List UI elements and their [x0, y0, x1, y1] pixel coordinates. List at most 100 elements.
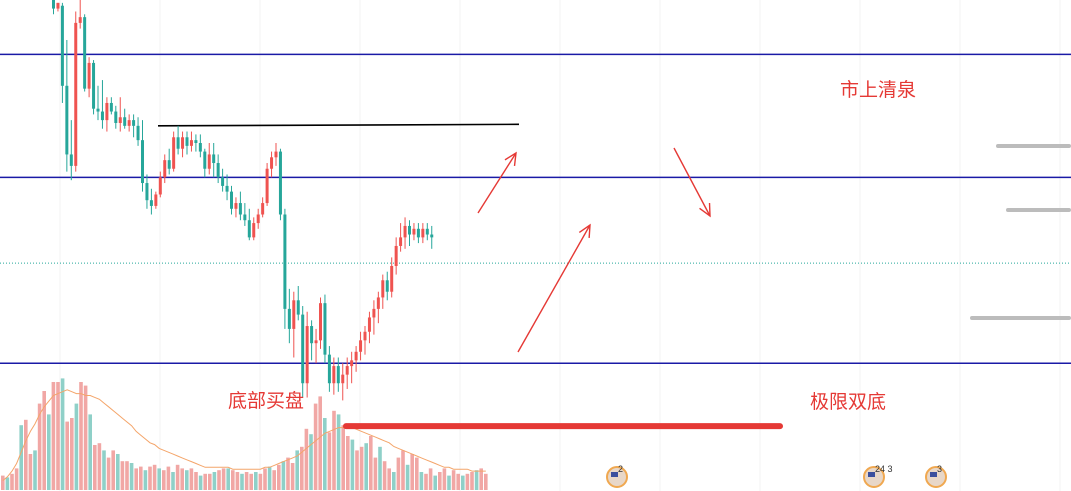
volume-bar [93, 445, 97, 490]
candle-body [403, 225, 407, 238]
volume-bar [79, 382, 83, 490]
flag-canton [868, 472, 875, 477]
volume-bar [24, 419, 28, 490]
candle-body [367, 317, 371, 332]
candle-body [83, 17, 87, 89]
candle-body [376, 297, 380, 309]
volume-bar [217, 470, 221, 490]
volume-bar [277, 464, 281, 490]
volume-bar [465, 473, 470, 490]
volume-bar [240, 473, 244, 490]
candle-body [176, 137, 180, 149]
volume-bar [313, 403, 318, 490]
candle-body [408, 225, 411, 235]
candle-body [385, 280, 389, 292]
candle-body [354, 351, 358, 361]
candle-body [203, 151, 207, 169]
arrow-shaft [517, 224, 591, 353]
volume-bar [346, 436, 350, 490]
volume-bar [120, 461, 125, 490]
candle-body [172, 137, 176, 169]
volume-bar [433, 475, 437, 490]
candlesticks [52, 0, 434, 401]
arrow-shaft [477, 152, 517, 214]
candle-body [332, 366, 336, 384]
candle-body [69, 154, 73, 166]
candle-body [283, 214, 287, 309]
candle-body [181, 137, 185, 149]
arrow-head [578, 223, 591, 239]
candle-body [274, 151, 278, 158]
volume-ma-line [2, 389, 486, 481]
candle-body [394, 245, 398, 266]
annotation-bottom-left: 底部买盘 [228, 390, 304, 412]
event-badge: 2 [606, 464, 628, 488]
volume-bar [451, 470, 456, 490]
volume-bar [208, 473, 212, 490]
candle-body [198, 143, 202, 152]
volume-bar [221, 468, 226, 490]
candle-body [327, 354, 331, 384]
candle-body [287, 308, 291, 329]
candle-body [212, 154, 216, 164]
volume-bar [47, 414, 51, 490]
volume-bar [327, 432, 332, 490]
volume-bar [198, 475, 203, 490]
volume-bar [350, 439, 355, 490]
volume-bar [470, 472, 474, 490]
volume-bar [447, 475, 451, 490]
volume-bar [231, 470, 235, 490]
candle-body [399, 237, 403, 246]
volume-bar [33, 450, 37, 490]
volume-bar [300, 446, 304, 490]
resistance-line[interactable] [157, 123, 520, 127]
candle-body [96, 108, 100, 112]
volume-bar [28, 454, 33, 490]
flag-canton [930, 472, 937, 477]
candle-body [261, 203, 265, 215]
volume-bar [479, 468, 483, 490]
candle-body [216, 163, 220, 178]
volume-bar [290, 463, 295, 490]
volume-bar [235, 472, 240, 490]
candle-body [345, 366, 349, 375]
candle-body [109, 102, 113, 112]
volume-bar [194, 472, 198, 490]
candle-body [105, 102, 109, 121]
candle-body [230, 191, 233, 209]
volume-bars [1, 378, 488, 490]
annotation-top-right: 市上清泉 [840, 79, 916, 101]
event-badge: 24 3 [863, 464, 893, 488]
volume-bar [419, 472, 424, 490]
candle-body [92, 62, 96, 109]
volume-bar [359, 446, 364, 490]
candle-body [221, 177, 225, 186]
trend-arrows [477, 147, 711, 353]
volume-bar [415, 457, 419, 490]
volume-bar [387, 468, 391, 490]
volume-bar [143, 470, 148, 490]
candle-body [301, 314, 305, 384]
volume-bar [10, 473, 14, 490]
volume-bar [396, 457, 401, 490]
candle-body [416, 228, 420, 238]
volume-bar [116, 454, 120, 490]
volume-bar [355, 450, 359, 490]
volume-bar [102, 450, 106, 490]
event-badges[interactable]: 2 24 3 3 [606, 464, 947, 488]
volume-bar [203, 473, 207, 490]
volume-bar [318, 396, 322, 490]
volume-bar [5, 477, 10, 490]
candle-body [194, 140, 198, 143]
candle-body [278, 151, 282, 215]
volume-bar [309, 434, 313, 490]
candle-body [296, 300, 300, 315]
volume-bar [166, 466, 171, 490]
volume-bar [51, 382, 56, 490]
candle-body [341, 374, 345, 384]
volume-bar [369, 436, 373, 490]
volume-bar [410, 454, 414, 490]
annotation-bottom-right: 极限双底 [810, 391, 886, 413]
candle-body [314, 340, 318, 344]
